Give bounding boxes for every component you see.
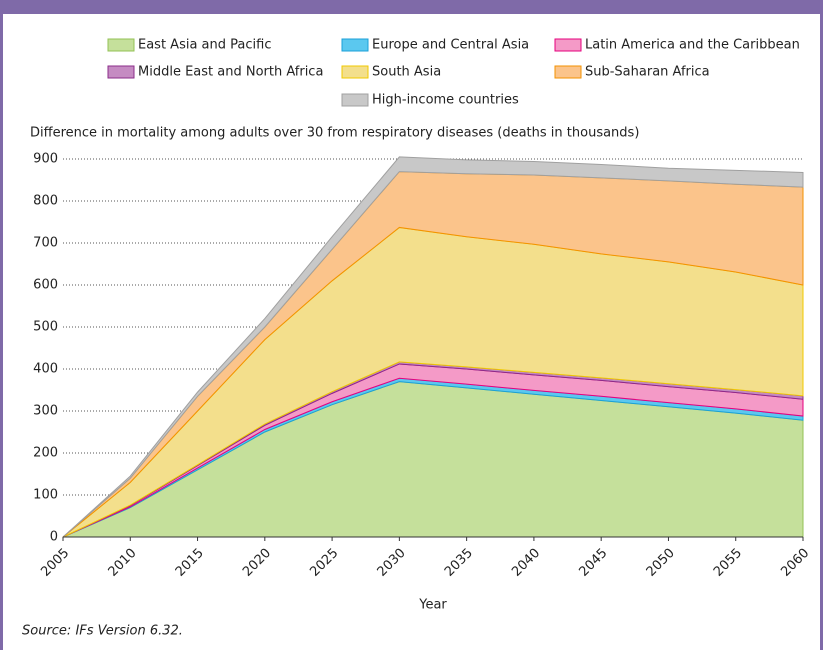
legend-swatch (341, 38, 369, 52)
x-tick-label: 2030 (375, 546, 409, 580)
x-tick-label: 2005 (38, 546, 72, 580)
legend-label: High-income countries (372, 93, 519, 108)
x-tick-label: 2015 (173, 546, 207, 580)
header-band (0, 0, 823, 14)
y-tick-label: 800 (33, 194, 58, 209)
x-tick-label: 2010 (106, 546, 140, 580)
area (62, 156, 804, 538)
legend-swatch (554, 38, 582, 52)
legend-label: East Asia and Pacific (138, 38, 271, 53)
x-tick-label: 2060 (778, 546, 812, 580)
legend-swatch (554, 65, 582, 79)
x-tick-label: 2045 (576, 546, 610, 580)
y-tick-label: 400 (33, 362, 58, 377)
legend-label: Middle East and North Africa (138, 65, 323, 80)
legend-label: Sub-Saharan Africa (585, 65, 710, 80)
legend-label: South Asia (372, 65, 441, 80)
x-tick-label: 2020 (240, 546, 274, 580)
x-tick-label: 2050 (644, 546, 678, 580)
y-axis-label: Difference in mortality among adults ove… (30, 126, 639, 141)
y-tick-label: 100 (33, 488, 58, 503)
legend-label: Europe and Central Asia (372, 38, 529, 53)
frame-left (0, 0, 3, 650)
y-tick-label: 300 (33, 404, 58, 419)
x-tick-label: 2025 (307, 546, 341, 580)
legend-swatch (341, 93, 369, 107)
y-tick-label: 500 (33, 320, 58, 335)
y-tick-label: 700 (33, 236, 58, 251)
legend-label: Latin America and the Caribbean (585, 38, 800, 53)
legend-swatch (107, 65, 135, 79)
y-tick-label: 0 (50, 530, 58, 545)
legend-swatch (107, 38, 135, 52)
frame-right (820, 0, 823, 650)
y-tick-label: 900 (33, 152, 58, 167)
x-axis-label: Year (418, 598, 447, 613)
x-tick-label: 2040 (509, 546, 543, 580)
source: Source: IFs Version 6.32. (22, 624, 183, 639)
x-tick-label: 2035 (442, 546, 476, 580)
x-tick-label: 2055 (711, 546, 745, 580)
y-tick-label: 200 (33, 446, 58, 461)
legend-swatch (341, 65, 369, 79)
y-tick-label: 600 (33, 278, 58, 293)
